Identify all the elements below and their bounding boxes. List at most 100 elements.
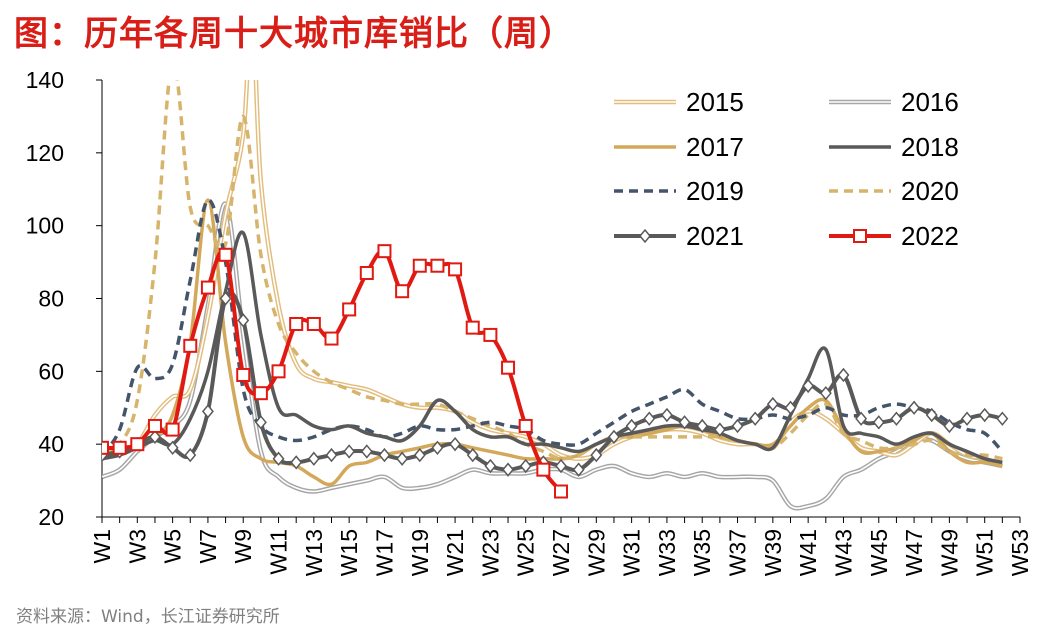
x-tick-label: W21	[442, 529, 468, 576]
series-2021-point	[325, 447, 338, 463]
series-2021-point	[925, 407, 938, 423]
series-2021-point	[502, 462, 515, 477]
x-tick-label: W39	[760, 529, 786, 576]
series-2021-point	[643, 411, 656, 426]
series-2022-point	[395, 284, 410, 299]
series-2022-point	[448, 262, 463, 277]
series-2022-point	[430, 258, 445, 273]
x-tick-label: W7	[195, 529, 221, 564]
series-2022-point	[218, 247, 233, 262]
series-2021-point	[943, 418, 956, 434]
series-2022-point	[412, 258, 427, 273]
series-2021-point	[766, 396, 779, 412]
series-2021-point	[572, 462, 585, 477]
legend-label: 2017	[686, 132, 744, 162]
legend-label: 2016	[901, 87, 959, 117]
legend-item-2017: 2017	[614, 132, 744, 162]
series-2021-point	[519, 458, 532, 474]
y-tick-label: 20	[38, 504, 64, 530]
x-tick-label: W27	[548, 529, 574, 576]
legend-item-2020: 2020	[829, 176, 959, 206]
legend-label: 2022	[901, 221, 959, 251]
chart-legend: 2015 2016 2017 2018 2019 2020 2021 2022	[614, 87, 959, 251]
x-tick-label: W17	[371, 529, 397, 576]
x-tick-label: W47	[901, 529, 927, 576]
series-2021-point	[890, 411, 903, 426]
x-tick-label: W19	[407, 529, 433, 576]
series-2022-point	[501, 360, 516, 375]
series-2021-point	[996, 411, 1009, 426]
series-2021-point	[784, 400, 797, 415]
x-tick-label: W15	[336, 529, 362, 576]
source-note: 资料来源：Wind，长江证券研究所	[16, 607, 280, 627]
series-2022-point	[112, 440, 127, 455]
series-2022-point	[200, 280, 215, 295]
series-2021-point	[184, 447, 197, 463]
series-2021-point	[590, 447, 603, 463]
series-2021-point	[802, 378, 815, 394]
series-2022-point	[536, 462, 551, 477]
series-2022-point	[306, 316, 321, 331]
series-2022-point	[253, 386, 268, 401]
series-2021-point	[855, 411, 868, 426]
x-tick-label: W11	[266, 529, 292, 575]
legend-marker	[853, 229, 867, 243]
legend-item-2015: 2015	[614, 87, 744, 117]
x-tick-label: W29	[583, 529, 609, 576]
x-tick-label: W45	[866, 529, 892, 576]
x-tick-label: W25	[513, 529, 539, 576]
x-tick-label: W41	[795, 529, 821, 576]
series-2022-point	[165, 422, 180, 437]
x-tick-label: W53	[1007, 529, 1033, 576]
legend-marker	[639, 228, 651, 244]
series-2022-point	[377, 244, 392, 259]
series-2021-point	[660, 407, 673, 423]
chart-title: 图：历年各周十大城市库销比（周）	[14, 14, 574, 54]
legend-item-2021: 2021	[614, 221, 744, 251]
series-2021-point	[201, 404, 214, 419]
series-2021-point	[819, 386, 832, 401]
legend-item-2019: 2019	[614, 176, 744, 206]
y-tick-label: 80	[38, 286, 64, 312]
series-2022-point	[554, 484, 568, 499]
x-tick-label: W23	[477, 529, 503, 576]
series-2018-line	[102, 230, 1003, 465]
x-tick-label: W35	[689, 529, 715, 576]
series-2021-point	[607, 429, 620, 445]
series-2022-point	[102, 440, 109, 455]
x-tick-label: W43	[830, 529, 856, 576]
series-2021-point	[696, 418, 709, 434]
series-2021-point	[837, 367, 850, 383]
series-2021-point	[360, 444, 373, 459]
series-2021-point	[431, 440, 444, 455]
y-tick-label: 120	[26, 140, 64, 166]
x-tick-label: W51	[972, 529, 998, 576]
series-2022-point	[359, 266, 374, 281]
legend-item-2022: 2022	[829, 221, 959, 251]
x-tick-label: W13	[301, 529, 327, 576]
series-2021-point	[978, 407, 991, 423]
x-tick-label: W31	[619, 529, 645, 576]
series-2021-point	[484, 458, 497, 474]
series-2022-point	[147, 418, 162, 433]
series-2022-point	[289, 316, 304, 331]
series-2021-point	[290, 455, 303, 470]
legend-label: 2019	[686, 176, 744, 206]
x-tick-label: W37	[725, 529, 751, 576]
series-2021-point	[449, 436, 462, 452]
legend-label: 2021	[686, 221, 744, 251]
legend-label: 2015	[686, 87, 744, 117]
series-2021-point	[713, 422, 726, 437]
series-2022-point	[130, 437, 145, 452]
series-2021-point	[396, 451, 409, 466]
series-2021-point	[731, 418, 744, 434]
series-2021-point	[219, 291, 232, 306]
series-2021-point	[625, 418, 638, 434]
series-2021-point	[307, 451, 320, 466]
chart-series	[102, 80, 1009, 511]
series-2022-point	[465, 320, 480, 335]
series-2021-point	[148, 429, 161, 445]
legend-item-2016: 2016	[829, 87, 959, 117]
series-2022-point	[183, 338, 198, 353]
chart-axes: 20 40 60 80 100 120 140 W1 W3 W5 W7 W9 W11 W13 W15 W17 W…	[26, 67, 1033, 576]
